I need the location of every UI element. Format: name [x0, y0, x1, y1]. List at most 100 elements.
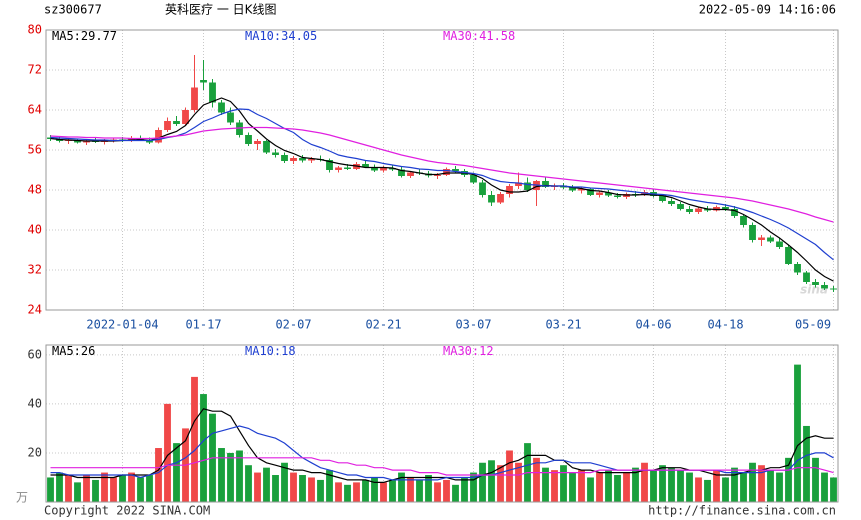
candle-body — [407, 172, 414, 176]
volume-bar — [92, 479, 99, 502]
volume-bar — [434, 482, 441, 502]
volume-bar — [587, 477, 594, 502]
candle-body — [587, 189, 594, 195]
candle-body — [524, 182, 531, 190]
candle-body — [164, 121, 171, 130]
volume-bar — [542, 467, 549, 502]
volume-bar — [569, 472, 576, 502]
ma-line — [50, 126, 834, 223]
volume-bar — [758, 465, 765, 502]
ma-legend: MA10:34.05 — [245, 29, 317, 43]
candle-body — [470, 175, 477, 183]
volume-bar — [344, 484, 351, 502]
volume-bar — [389, 479, 396, 502]
volume-bar — [227, 452, 234, 502]
y-tick-label: 40 — [28, 396, 42, 410]
ma-legend: MA5:29.77 — [52, 29, 117, 43]
volume-bar — [407, 477, 414, 502]
candle-body — [299, 158, 306, 161]
datetime: 2022-05-09 14:16:06 — [699, 3, 836, 17]
candle-body — [308, 159, 315, 161]
candle-body — [542, 181, 549, 187]
candle-body — [785, 247, 792, 264]
candle-body — [488, 195, 495, 203]
candle-body — [803, 272, 810, 282]
volume-bar — [641, 462, 648, 502]
y-tick-label: 48 — [28, 183, 42, 197]
ma-legend: MA30:41.58 — [443, 29, 515, 43]
candle-body — [236, 122, 243, 135]
candle-body — [128, 138, 135, 141]
ma-legend-value: 34.05 — [281, 29, 317, 43]
candle-body — [380, 168, 387, 171]
volume-bar — [767, 470, 774, 502]
volume-bar — [794, 364, 801, 502]
volume-bar — [713, 470, 720, 502]
x-tick-label: 04-06 — [635, 318, 671, 332]
volume-bar — [452, 484, 459, 502]
candle-body — [362, 164, 369, 167]
volume-bar — [605, 470, 612, 502]
ma-legend-value: 12 — [479, 344, 493, 358]
candle-body — [767, 237, 774, 242]
candle-body — [434, 175, 441, 176]
volume-bar — [497, 465, 504, 502]
volume-bar — [380, 482, 387, 502]
candle-body — [200, 80, 207, 83]
ma-legend-name: MA30: — [443, 29, 479, 43]
volume-bar — [812, 457, 819, 502]
volume-bar — [236, 450, 243, 502]
volume-bar — [218, 448, 225, 502]
candle-body — [695, 208, 702, 212]
candle-body — [596, 192, 603, 195]
volume-bar — [803, 425, 810, 502]
volume-bar — [155, 448, 162, 502]
candle-body — [830, 288, 837, 290]
volume-bar — [173, 443, 180, 502]
volume-bar — [272, 475, 279, 502]
ma-legend-value: 18 — [281, 344, 295, 358]
candle-body — [497, 194, 504, 203]
ma-line — [50, 408, 834, 483]
volume-bar — [776, 472, 783, 502]
volume-bar — [560, 465, 567, 502]
volume-bar — [290, 472, 297, 502]
ma-legend-value: 26 — [81, 344, 95, 358]
volume-bar — [821, 472, 828, 502]
ma-line — [50, 457, 834, 476]
volume-bar — [326, 470, 333, 502]
candle-body — [479, 182, 486, 195]
volume-bar — [128, 472, 135, 502]
y-tick-label: 40 — [28, 223, 42, 237]
volume-bar — [353, 482, 360, 502]
volume-bar — [722, 477, 729, 502]
copyright: Copyright 2022 SINA.COM — [44, 504, 210, 518]
candle-body — [173, 121, 180, 124]
volume-bar — [335, 482, 342, 502]
volume-bar — [254, 472, 261, 502]
volume-bar — [470, 472, 477, 502]
candle-body — [812, 282, 819, 285]
candle-body — [263, 141, 270, 153]
x-tick-label: 01-17 — [185, 318, 221, 332]
candle-body — [722, 207, 729, 209]
candle-body — [191, 87, 198, 110]
candle-body — [155, 130, 162, 143]
candle-body — [47, 137, 54, 139]
volume-bar — [614, 475, 621, 502]
y-tick-label: 56 — [28, 143, 42, 157]
candle-body — [398, 169, 405, 176]
volume-bar — [596, 472, 603, 502]
volume-bar — [371, 477, 378, 502]
y-tick-label: 60 — [28, 347, 42, 361]
candle-body — [182, 110, 189, 124]
source-url: http://finance.sina.com.cn — [648, 504, 836, 518]
volume-bar — [578, 470, 585, 502]
volume-bar — [110, 477, 117, 502]
candle-body — [146, 140, 153, 143]
candle-body — [281, 155, 288, 161]
volume-bar — [830, 477, 837, 502]
volume-bar — [551, 470, 558, 502]
volume-unit: 万 — [16, 491, 28, 505]
